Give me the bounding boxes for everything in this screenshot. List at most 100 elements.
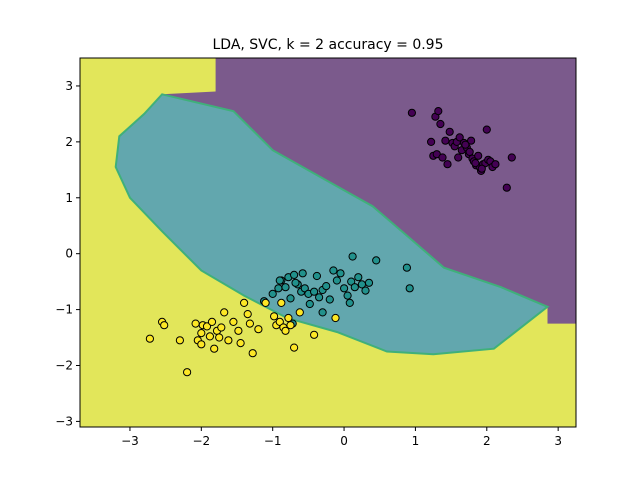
- data-point: [482, 125, 491, 134]
- data-point: [340, 284, 349, 293]
- data-point: [310, 287, 319, 296]
- data-point: [477, 164, 486, 173]
- x-tick-label: 0: [340, 434, 348, 448]
- y-tick-label: 0: [65, 247, 73, 261]
- data-point: [210, 344, 219, 353]
- data-point: [224, 336, 233, 345]
- axes-frame: [79, 57, 577, 428]
- data-point: [295, 308, 304, 317]
- data-point: [350, 283, 359, 292]
- data-point: [364, 278, 374, 287]
- data-point: [315, 293, 324, 302]
- data-point: [245, 319, 254, 328]
- data-point: [277, 298, 286, 307]
- data-point: [474, 151, 483, 160]
- x-tick-label: −1: [264, 434, 282, 448]
- data-point: [197, 329, 206, 338]
- y-tick-label: −3: [55, 414, 73, 428]
- data-point: [491, 160, 500, 169]
- x-tick-label: 1: [412, 434, 420, 448]
- data-point: [270, 312, 279, 321]
- series-class-1: [260, 252, 414, 328]
- data-point: [217, 323, 226, 332]
- data-point: [443, 160, 452, 169]
- data-point: [345, 298, 354, 307]
- x-tick-label: 2: [483, 434, 491, 448]
- data-point: [291, 278, 300, 287]
- y-tick-label: 3: [65, 79, 73, 93]
- data-point: [305, 299, 314, 309]
- data-point: [461, 140, 470, 149]
- data-point: [281, 283, 290, 292]
- x-tick-label: 3: [554, 434, 562, 448]
- data-point: [160, 321, 169, 330]
- data-point: [407, 108, 416, 117]
- decision-region-class-0-region: [162, 58, 576, 324]
- data-point: [240, 298, 249, 307]
- data-point: [243, 310, 252, 319]
- data-point: [197, 340, 206, 349]
- data-point: [312, 271, 321, 281]
- series-class-0: [407, 107, 516, 192]
- data-point: [354, 273, 363, 282]
- data-point: [347, 277, 356, 286]
- x-axis: −3 −2 −1 0 1 2 3: [121, 427, 562, 448]
- data-point: [441, 136, 450, 145]
- data-point: [434, 107, 443, 116]
- data-point: [343, 291, 352, 300]
- data-point: [405, 284, 414, 293]
- y-tick-label: 1: [65, 191, 73, 205]
- chart-title: LDA, SVC, k = 2 accuracy = 0.95: [212, 37, 443, 53]
- data-point: [261, 298, 270, 307]
- data-point: [290, 270, 299, 279]
- data-point: [268, 289, 277, 298]
- data-point: [229, 317, 238, 326]
- y-axis: −3 −2 −1 0 1 2 3: [55, 79, 80, 428]
- plot-area: [80, 58, 576, 427]
- data-point: [310, 330, 319, 339]
- data-point: [275, 317, 284, 326]
- data-point: [502, 183, 511, 192]
- data-point: [175, 336, 184, 345]
- data-point: [145, 334, 154, 343]
- data-point: [234, 326, 243, 335]
- data-point: [455, 133, 464, 142]
- y-tick-label: −1: [55, 303, 73, 317]
- x-tick-label: −3: [121, 434, 139, 448]
- data-point: [322, 282, 331, 291]
- data-point: [284, 313, 293, 323]
- data-point: [427, 137, 436, 146]
- data-point: [286, 321, 295, 330]
- data-point: [348, 252, 357, 261]
- data-point: [467, 136, 476, 145]
- data-point: [402, 263, 411, 272]
- data-point: [202, 322, 212, 331]
- data-point: [254, 325, 263, 334]
- data-point: [465, 147, 474, 156]
- data-point: [281, 326, 290, 335]
- data-point: [331, 313, 340, 323]
- data-point: [236, 339, 245, 348]
- data-point: [438, 153, 447, 162]
- data-point: [207, 317, 217, 326]
- data-point: [318, 308, 327, 317]
- data-point: [286, 294, 295, 303]
- data-point: [329, 266, 338, 275]
- y-tick-label: −2: [55, 359, 73, 373]
- data-point: [205, 332, 214, 341]
- data-point: [274, 284, 283, 293]
- y-tick-label: 2: [65, 135, 73, 149]
- data-point: [336, 269, 345, 278]
- data-point: [275, 276, 284, 285]
- data-point: [507, 153, 516, 162]
- data-point: [248, 349, 257, 358]
- data-point: [183, 368, 192, 377]
- series-class-2: [145, 298, 340, 377]
- data-point: [191, 319, 200, 328]
- data-point: [215, 333, 224, 342]
- data-point: [471, 159, 480, 168]
- data-point: [436, 119, 445, 129]
- data-point: [445, 127, 454, 136]
- data-point: [290, 343, 299, 352]
